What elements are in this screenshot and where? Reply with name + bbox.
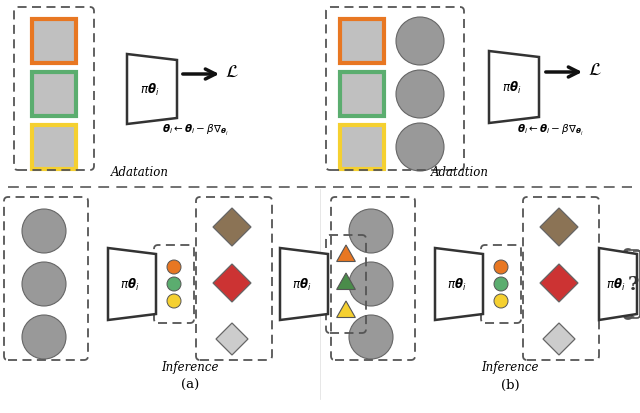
Circle shape: [22, 315, 66, 359]
Circle shape: [396, 18, 444, 66]
Polygon shape: [599, 248, 637, 320]
Text: Inference: Inference: [481, 361, 539, 374]
Polygon shape: [435, 248, 483, 320]
Text: $\pi\boldsymbol{\theta}_i$: $\pi\boldsymbol{\theta}_i$: [606, 276, 626, 292]
Bar: [32, 20, 76, 64]
Polygon shape: [543, 323, 575, 355]
Text: Adatation: Adatation: [111, 165, 169, 178]
Text: $\pi\boldsymbol{\theta}_i$: $\pi\boldsymbol{\theta}_i$: [120, 276, 140, 292]
Circle shape: [494, 260, 508, 274]
Text: $\boldsymbol{\theta}_i \leftarrow \boldsymbol{\theta}_i - \beta\nabla_{\boldsymb: $\boldsymbol{\theta}_i \leftarrow \bolds…: [162, 122, 228, 137]
Bar: [340, 73, 384, 117]
Polygon shape: [213, 209, 251, 247]
Polygon shape: [337, 301, 355, 318]
Circle shape: [494, 277, 508, 291]
Bar: [32, 73, 76, 117]
Circle shape: [396, 124, 444, 171]
Text: $\mathcal{L}$: $\mathcal{L}$: [588, 61, 602, 79]
Polygon shape: [108, 248, 156, 320]
Circle shape: [349, 262, 393, 306]
Circle shape: [349, 209, 393, 254]
Text: $\pi\boldsymbol{\theta}_i$: $\pi\boldsymbol{\theta}_i$: [140, 82, 160, 98]
Text: $\mathcal{L}$: $\mathcal{L}$: [225, 63, 239, 81]
Text: $\boldsymbol{\theta}_i \leftarrow \boldsymbol{\theta}_i - \beta\nabla_{\boldsymb: $\boldsymbol{\theta}_i \leftarrow \bolds…: [516, 122, 583, 137]
Polygon shape: [280, 248, 328, 320]
Polygon shape: [540, 209, 578, 247]
Text: $\pi\boldsymbol{\theta}_i$: $\pi\boldsymbol{\theta}_i$: [502, 80, 522, 96]
Circle shape: [167, 294, 181, 308]
Text: (b): (b): [500, 377, 519, 391]
Circle shape: [494, 294, 508, 308]
Text: $\pi\boldsymbol{\theta}_i$: $\pi\boldsymbol{\theta}_i$: [447, 276, 467, 292]
Circle shape: [349, 315, 393, 359]
Text: ?: ?: [627, 275, 639, 293]
Text: $\pi\boldsymbol{\theta}_i$: $\pi\boldsymbol{\theta}_i$: [292, 276, 312, 292]
Polygon shape: [337, 245, 355, 262]
Circle shape: [167, 277, 181, 291]
Circle shape: [22, 209, 66, 254]
Text: (a): (a): [181, 377, 199, 391]
Polygon shape: [216, 323, 248, 355]
Polygon shape: [127, 55, 177, 125]
Polygon shape: [540, 264, 578, 302]
Circle shape: [22, 262, 66, 306]
Circle shape: [167, 260, 181, 274]
Circle shape: [396, 71, 444, 119]
Bar: [32, 126, 76, 170]
Text: Adatation: Adatation: [431, 165, 489, 178]
Polygon shape: [337, 273, 355, 290]
Bar: [340, 126, 384, 170]
Polygon shape: [213, 264, 251, 302]
Text: Inference: Inference: [161, 361, 219, 374]
Polygon shape: [489, 52, 539, 124]
Bar: [340, 20, 384, 64]
